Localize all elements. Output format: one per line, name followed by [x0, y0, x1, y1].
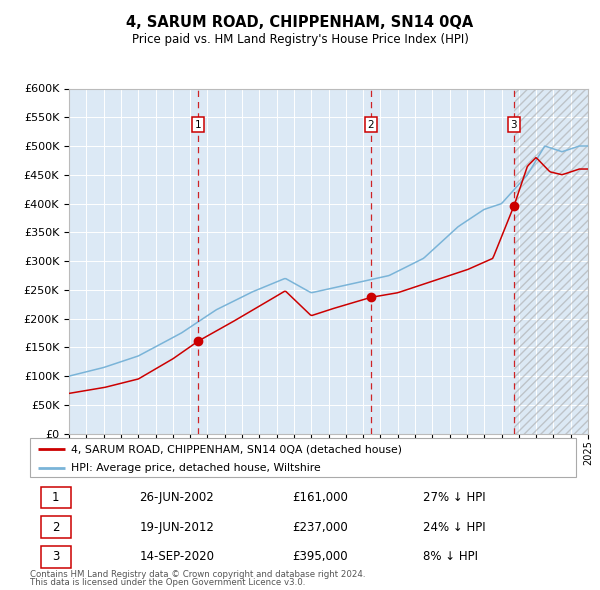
Bar	[41, 546, 71, 568]
Text: £395,000: £395,000	[292, 550, 348, 563]
Text: 1: 1	[52, 491, 59, 504]
Text: 4, SARUM ROAD, CHIPPENHAM, SN14 0QA (detached house): 4, SARUM ROAD, CHIPPENHAM, SN14 0QA (det…	[71, 444, 402, 454]
Text: 2: 2	[368, 120, 374, 130]
Text: 4, SARUM ROAD, CHIPPENHAM, SN14 0QA: 4, SARUM ROAD, CHIPPENHAM, SN14 0QA	[127, 15, 473, 30]
Text: 1: 1	[195, 120, 202, 130]
Bar	[41, 516, 71, 538]
Text: 3: 3	[511, 120, 517, 130]
Text: HPI: Average price, detached house, Wiltshire: HPI: Average price, detached house, Wilt…	[71, 463, 320, 473]
Text: 26-JUN-2002: 26-JUN-2002	[139, 491, 214, 504]
Text: £237,000: £237,000	[292, 521, 348, 534]
Bar	[514, 88, 588, 434]
Text: 2: 2	[52, 521, 59, 534]
Text: £161,000: £161,000	[292, 491, 348, 504]
Text: Contains HM Land Registry data © Crown copyright and database right 2024.: Contains HM Land Registry data © Crown c…	[30, 570, 365, 579]
Text: Price paid vs. HM Land Registry's House Price Index (HPI): Price paid vs. HM Land Registry's House …	[131, 33, 469, 46]
Text: 24% ↓ HPI: 24% ↓ HPI	[423, 521, 486, 534]
Text: 8% ↓ HPI: 8% ↓ HPI	[423, 550, 478, 563]
Text: 14-SEP-2020: 14-SEP-2020	[139, 550, 214, 563]
Text: 27% ↓ HPI: 27% ↓ HPI	[423, 491, 486, 504]
Text: This data is licensed under the Open Government Licence v3.0.: This data is licensed under the Open Gov…	[30, 578, 305, 587]
Bar	[41, 487, 71, 509]
Text: 3: 3	[52, 550, 59, 563]
Text: 19-JUN-2012: 19-JUN-2012	[139, 521, 214, 534]
